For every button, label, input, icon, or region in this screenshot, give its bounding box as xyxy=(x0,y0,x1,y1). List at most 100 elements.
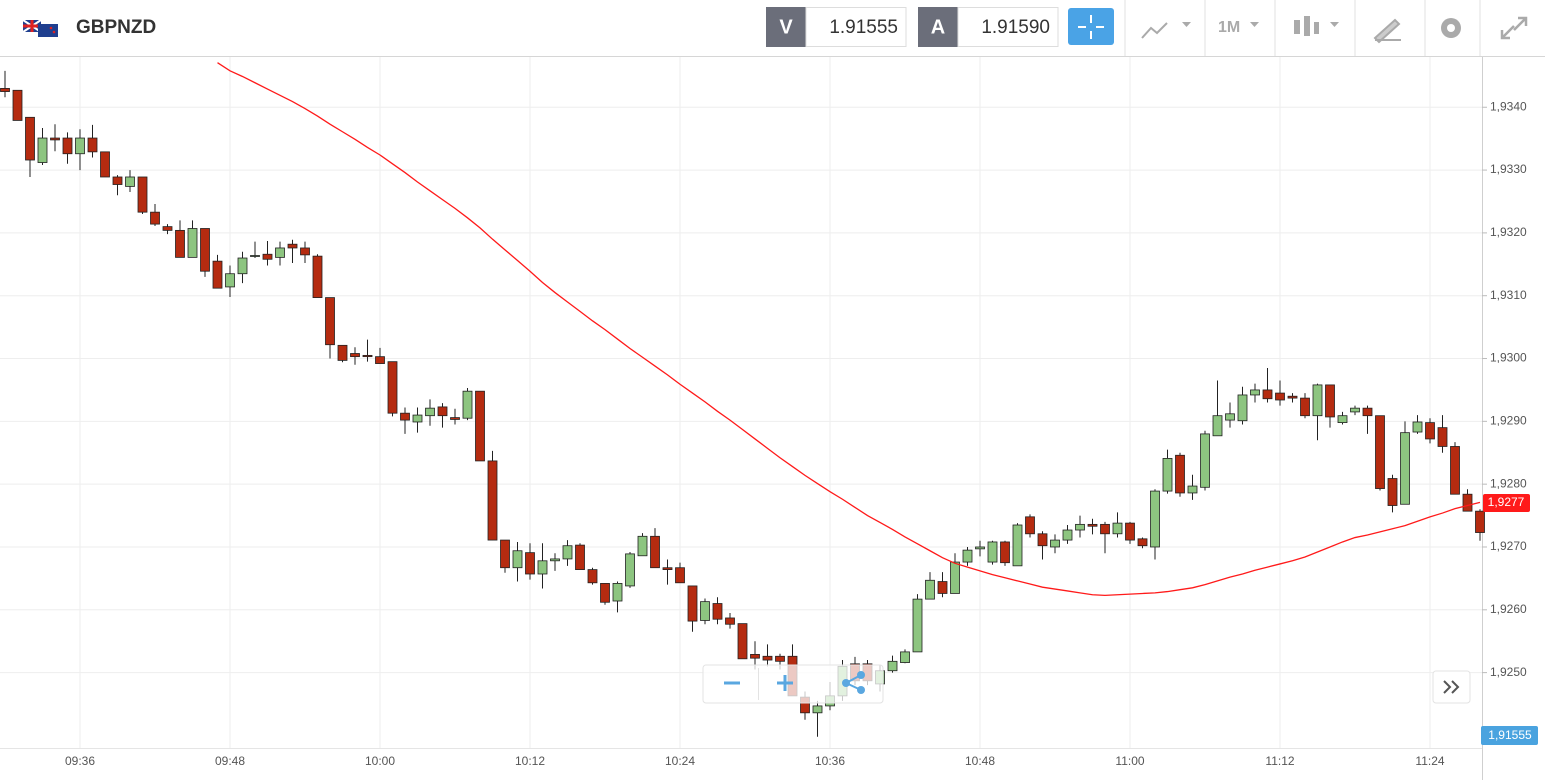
crosshair-button[interactable] xyxy=(1068,8,1114,45)
candle-body xyxy=(1000,541,1010,564)
candle-body xyxy=(687,585,698,622)
candle-body xyxy=(375,356,385,364)
candle-body xyxy=(0,88,10,92)
candle-body xyxy=(600,583,610,603)
candle-body xyxy=(300,247,310,256)
x-tick-label: 11:12 xyxy=(1265,754,1294,768)
candle-body xyxy=(237,257,248,275)
candle-body xyxy=(512,550,523,569)
candle-body xyxy=(725,617,735,625)
candle-body xyxy=(100,151,110,178)
candle-body xyxy=(812,705,823,714)
flag-icon xyxy=(22,19,58,37)
candle-body xyxy=(1162,458,1173,492)
bid-box xyxy=(805,7,907,47)
candle-body xyxy=(1037,533,1048,547)
y-tick-label: 1,9330 xyxy=(1490,162,1527,176)
y-tick-label: 1,9300 xyxy=(1490,351,1527,365)
candle-body xyxy=(1312,384,1323,417)
settings-button[interactable] xyxy=(1441,18,1461,38)
candle-body xyxy=(87,137,98,153)
candle-body xyxy=(1437,427,1448,447)
candle-body xyxy=(1337,415,1348,424)
candle-body xyxy=(925,579,935,600)
candle-body xyxy=(150,211,160,225)
candle-body xyxy=(962,549,973,563)
candle-body xyxy=(50,137,60,141)
candle-body xyxy=(1137,538,1148,547)
candle-body xyxy=(1250,389,1260,396)
symbol[interactable]: GBPNZD xyxy=(76,17,156,38)
candle-body xyxy=(1362,407,1373,417)
axis-labels: 1,9250 1,9260 1,9270 1,9280 1,9290 1,9300 1,93… xyxy=(65,99,1527,768)
candle-body xyxy=(1125,522,1135,541)
candle-body xyxy=(475,390,485,462)
candle-body xyxy=(225,273,235,288)
candle-body xyxy=(200,228,210,272)
candle-body xyxy=(1237,394,1248,422)
share-button[interactable] xyxy=(842,671,865,694)
candle-body xyxy=(1262,389,1273,400)
candle-body xyxy=(1200,433,1210,488)
bid-tag-label: 1,91555 xyxy=(1488,728,1532,742)
candle-body xyxy=(887,660,898,672)
bid-button[interactable] xyxy=(766,7,806,47)
toolbar-separators xyxy=(1124,0,1481,56)
candle-body xyxy=(612,583,623,602)
candle-body xyxy=(1075,523,1085,531)
x-tick-label: 11:00 xyxy=(1115,754,1144,768)
chart-type-button[interactable] xyxy=(1141,22,1191,39)
candle-body xyxy=(937,581,948,594)
y-tick-label: 1,9270 xyxy=(1490,539,1527,553)
fullscreen-button[interactable] xyxy=(1500,16,1528,40)
candle-body xyxy=(362,354,373,358)
candle-body xyxy=(112,176,123,185)
timeframe[interactable]: 1M xyxy=(1218,19,1240,36)
ask-button[interactable] xyxy=(918,7,958,47)
candle-body xyxy=(1225,413,1235,421)
candle-body xyxy=(175,229,185,258)
candle-body xyxy=(675,567,685,584)
candle-body xyxy=(1300,397,1310,417)
candle-body xyxy=(700,601,710,621)
y-tick-label: 1,9280 xyxy=(1490,476,1527,490)
draw-button[interactable] xyxy=(1373,18,1401,44)
x-tick-label: 09:36 xyxy=(65,754,95,768)
candle-body xyxy=(325,297,335,346)
x-tick-label: 09:48 xyxy=(215,754,245,768)
candle-body xyxy=(350,353,360,358)
candle-body xyxy=(1062,529,1073,541)
candle-body xyxy=(987,541,998,563)
price-tag xyxy=(1483,494,1530,513)
candle-body xyxy=(212,260,223,289)
candle-body xyxy=(25,116,35,161)
x-tick-label: 10:12 xyxy=(515,754,545,768)
candle-body xyxy=(900,651,910,663)
candle-body xyxy=(262,253,273,260)
candle-body xyxy=(1087,523,1098,527)
candle-body xyxy=(575,544,585,570)
x-tick-label: 10:36 xyxy=(815,754,845,768)
candle-body xyxy=(37,137,48,163)
candle-body xyxy=(1025,516,1035,535)
candle-body xyxy=(1100,523,1110,535)
candle-body xyxy=(387,361,398,414)
zoom-in-button[interactable] xyxy=(777,675,793,691)
candle-body xyxy=(975,546,985,550)
candle-body xyxy=(737,623,748,660)
candle-body xyxy=(75,137,85,155)
candle-body xyxy=(1287,395,1298,399)
candle-body xyxy=(1187,485,1198,494)
candle-body xyxy=(187,228,198,258)
indicator-button[interactable] xyxy=(1294,16,1339,36)
candle-body xyxy=(1150,490,1160,548)
candle-body xyxy=(525,552,535,575)
candle-body xyxy=(1412,421,1423,433)
candle-body xyxy=(750,654,760,659)
candle-body xyxy=(400,412,410,421)
candle-body xyxy=(162,226,173,231)
ask-price: 1.91590 xyxy=(981,17,1050,38)
scroll-end-button[interactable] xyxy=(1432,670,1471,704)
